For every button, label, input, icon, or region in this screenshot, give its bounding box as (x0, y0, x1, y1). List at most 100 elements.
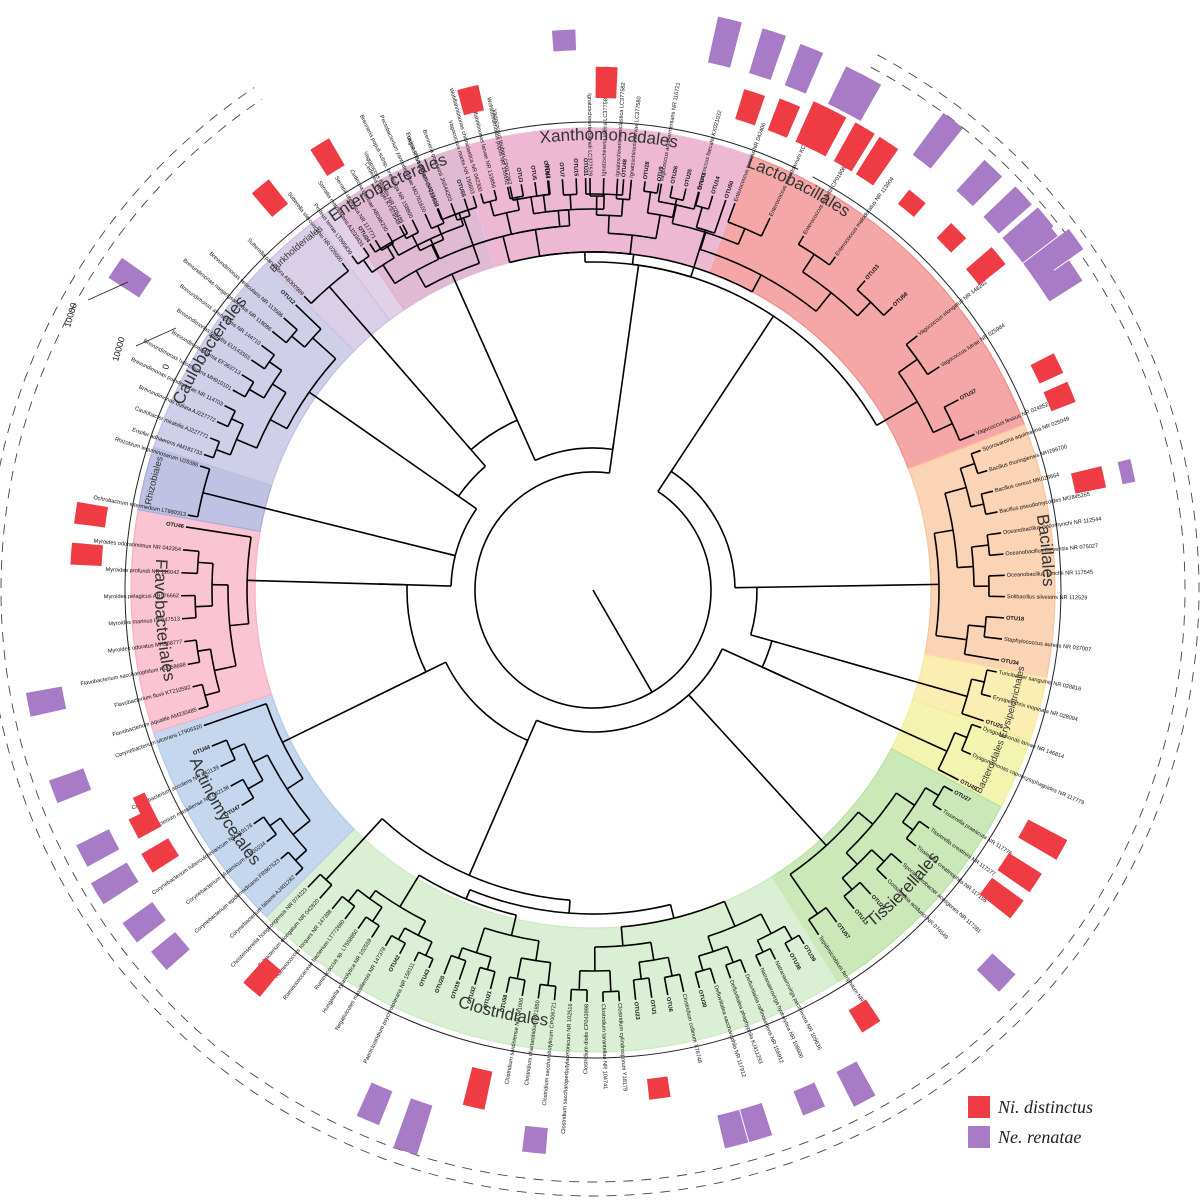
leaf-label: OTU55 (455, 179, 466, 198)
leaf-label: OTU25 (684, 169, 694, 188)
leaf-label: OTU30 (697, 989, 707, 1008)
leaf-label: OTU58 (500, 994, 510, 1013)
leaf-label: Ignatzschineria indica LC377581 (601, 95, 609, 176)
leaf-label: OTU28 (643, 161, 651, 180)
bar-ni-distinctus (936, 222, 967, 253)
leaf-label: OTU1 (649, 999, 657, 1015)
bar-ne-renatae (150, 932, 190, 970)
bar-ne-renatae (122, 902, 166, 943)
bar-ne-renatae (740, 1102, 773, 1143)
legend-item-ni-distinctus: Ni. distinctus (968, 1092, 1093, 1122)
bar-ni-distinctus (457, 84, 484, 116)
bar-ne-renatae (1023, 228, 1084, 282)
bar-ne-renatae (1008, 216, 1058, 263)
bar-ni-distinctus (1018, 819, 1068, 860)
leaf-label: OTU5 (529, 165, 537, 181)
leaf-label: OTU26 (670, 166, 679, 185)
bar-ni-distinctus (966, 247, 1006, 286)
legend: Ni. distinctus Ne. renatae (968, 1092, 1093, 1152)
bar-ne-renatae (828, 66, 868, 115)
legend-label: Ni. distinctus (998, 1096, 1094, 1117)
bar-ne-renatae (793, 1082, 826, 1116)
bar-ne-renatae (551, 29, 577, 52)
bar-ne-renatae (48, 768, 92, 804)
leaf-label: OTU48 (621, 159, 628, 177)
bar-ni-distinctus (251, 179, 289, 217)
bar-ne-renatae (76, 829, 120, 867)
bar-ne-renatae (708, 36, 737, 68)
legend-label: Ne. renatae (998, 1126, 1082, 1147)
leaf-label: OTU25 (984, 719, 1003, 730)
legend-swatch-purple (968, 1126, 990, 1148)
leaf-label: OTU54 (542, 160, 550, 179)
leaf-label: Oceanobacillus kimchii NR 117545 (1007, 570, 1094, 579)
bar-ni-distinctus (141, 838, 179, 873)
bar-ni-distinctus (997, 852, 1042, 893)
bar-ne-renatae (784, 43, 824, 94)
bar-ni-distinctus (243, 957, 282, 997)
leaf-label: OTU14 (711, 175, 722, 195)
dashed-scale-ring (0, 54, 1200, 1197)
bar-ne-renatae (912, 112, 964, 169)
bar-ni-distinctus (855, 136, 899, 186)
bar-ni-distinctus (735, 89, 766, 126)
leaf-label: OTU15 (572, 158, 579, 176)
inner-reference-ring-gap (331, 121, 799, 203)
legend-swatch-red (968, 1096, 990, 1118)
leaf-label: Solibacillus silvestris NR 112529 (1007, 594, 1088, 601)
bar-ni-distinctus (128, 807, 162, 839)
bar-ne-renatae (356, 1082, 393, 1126)
scale-label-outer: 10000 (62, 302, 79, 329)
bar-ne-renatae (522, 1125, 548, 1155)
bar-ni-distinctus (595, 66, 618, 99)
reference-rings (0, 54, 1200, 1197)
bar-ne-renatae (717, 1109, 749, 1149)
bar-ni-distinctus (132, 792, 154, 817)
bar-ni-distinctus (462, 1066, 493, 1110)
leaf-label: Myroides profundi NR 116042 (105, 567, 179, 576)
scale-label-zero: 0 (160, 363, 171, 371)
legend-item-ne-renatae: Ne. renatae (968, 1122, 1093, 1152)
bar-ne-renatae (108, 257, 152, 298)
scale-label-inner: 10000 (110, 336, 127, 363)
bar-ni-distinctus (70, 542, 104, 566)
abundance-bars (25, 16, 1136, 1156)
leaf-label: OTU23 (632, 1002, 640, 1021)
bar-ni-distinctus (807, 107, 847, 157)
leaf-label: Myroides marinus HF947513 (108, 616, 180, 627)
bar-ne-renatae (1036, 260, 1083, 302)
leaf-label: OTU3 (515, 167, 524, 183)
dashed-scale-ring (0, 66, 1186, 1183)
leaf-label: Ignatzschineria ureiclastica LC377582 (615, 82, 627, 177)
bar-ni-distinctus (310, 138, 345, 176)
leaf-label: Clostridium diolis CP043998 (583, 1004, 590, 1074)
leaf-label: OTU6 (665, 997, 674, 1013)
clade-sectors (130, 127, 1056, 1053)
bar-ne-renatae (956, 159, 1003, 207)
leaf-label: OTU41 (697, 172, 707, 191)
leaf-label: OTU9 (657, 166, 665, 182)
leaf-label: OTU32 (467, 986, 478, 1005)
leaf-label: OTU31 (582, 158, 588, 176)
bar-ne-renatae (90, 862, 139, 905)
bar-ni-distinctus (848, 999, 881, 1033)
bar-ne-renatae (836, 1061, 876, 1107)
bar-ni-distinctus (74, 501, 109, 528)
leaf-label: OTU2 (543, 163, 551, 178)
leaf-label: OTU21 (483, 990, 493, 1009)
leaf-label: Ignatzschineria cameli LC377579 (586, 93, 593, 176)
bar-ne-renatae (393, 1098, 433, 1156)
leaf-label: OTU7 (558, 162, 565, 177)
leaf-label: OTU18 (1006, 616, 1024, 623)
leaf-label: OTU46 (166, 521, 185, 530)
leaf-label: OTU34 (1000, 658, 1020, 667)
inner-reference-ring (124, 176, 1062, 1059)
bar-ni-distinctus (767, 98, 801, 138)
bar-ni-distinctus (833, 122, 875, 172)
bar-ni-distinctus (1030, 353, 1064, 384)
bar-ne-renatae (749, 28, 786, 81)
leaf-label: Clostridium tarantellae NR 104741 (600, 1004, 608, 1090)
bar-ne-renatae (983, 186, 1032, 234)
bar-ni-distinctus (646, 1076, 671, 1100)
